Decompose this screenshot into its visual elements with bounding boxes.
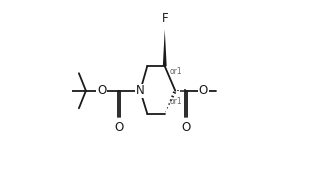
Text: or1: or1 (170, 97, 183, 106)
Text: O: O (181, 121, 190, 134)
Text: or1: or1 (169, 67, 182, 76)
Text: O: O (115, 121, 124, 134)
Polygon shape (163, 29, 167, 66)
Text: O: O (199, 84, 208, 97)
Text: F: F (161, 12, 168, 25)
Text: N: N (136, 84, 145, 97)
Text: O: O (97, 84, 106, 97)
